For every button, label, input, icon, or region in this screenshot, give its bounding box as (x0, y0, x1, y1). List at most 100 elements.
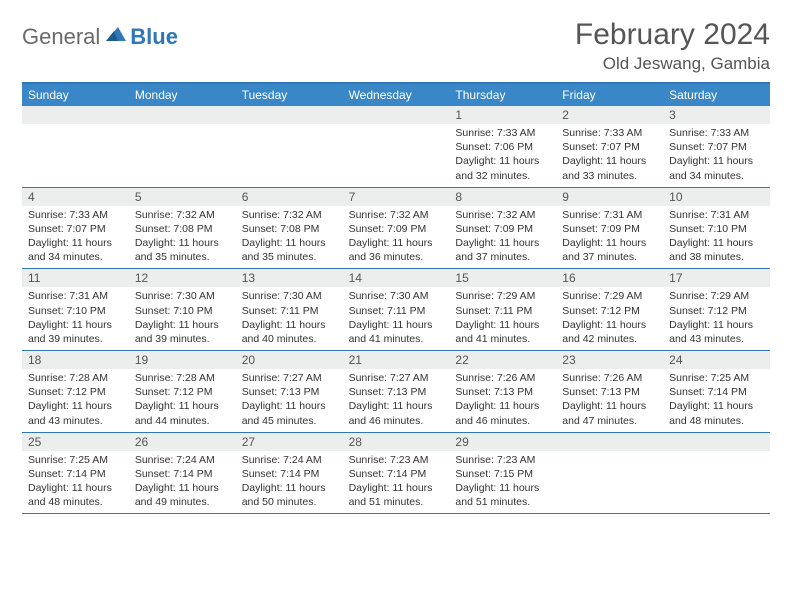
daylight-text: Daylight: 11 hours and 40 minutes. (242, 318, 337, 346)
day-number: 8 (449, 188, 556, 206)
sunset-text: Sunset: 7:12 PM (28, 385, 123, 399)
day-number: 7 (343, 188, 450, 206)
day-cell: 19Sunrise: 7:28 AMSunset: 7:12 PMDayligh… (129, 351, 236, 432)
sunrise-text: Sunrise: 7:28 AM (28, 371, 123, 385)
day-number: 17 (663, 269, 770, 287)
day-body: Sunrise: 7:24 AMSunset: 7:14 PMDaylight:… (129, 451, 236, 514)
day-body: Sunrise: 7:23 AMSunset: 7:15 PMDaylight:… (449, 451, 556, 514)
day-cell: 23Sunrise: 7:26 AMSunset: 7:13 PMDayligh… (556, 351, 663, 432)
day-body: Sunrise: 7:27 AMSunset: 7:13 PMDaylight:… (236, 369, 343, 432)
sunset-text: Sunset: 7:13 PM (562, 385, 657, 399)
day-number: 25 (22, 433, 129, 451)
day-number (236, 106, 343, 124)
sunset-text: Sunset: 7:06 PM (455, 140, 550, 154)
daylight-text: Daylight: 11 hours and 41 minutes. (349, 318, 444, 346)
sunset-text: Sunset: 7:10 PM (135, 304, 230, 318)
day-cell: 16Sunrise: 7:29 AMSunset: 7:12 PMDayligh… (556, 269, 663, 350)
logo: General Blue (22, 18, 178, 50)
sunrise-text: Sunrise: 7:29 AM (455, 289, 550, 303)
day-cell: 9Sunrise: 7:31 AMSunset: 7:09 PMDaylight… (556, 188, 663, 269)
day-body: Sunrise: 7:32 AMSunset: 7:08 PMDaylight:… (129, 206, 236, 269)
sunset-text: Sunset: 7:07 PM (562, 140, 657, 154)
sunrise-text: Sunrise: 7:24 AM (242, 453, 337, 467)
day-number: 21 (343, 351, 450, 369)
day-body: Sunrise: 7:24 AMSunset: 7:14 PMDaylight:… (236, 451, 343, 514)
day-cell: 8Sunrise: 7:32 AMSunset: 7:09 PMDaylight… (449, 188, 556, 269)
sunrise-text: Sunrise: 7:25 AM (28, 453, 123, 467)
sunset-text: Sunset: 7:13 PM (349, 385, 444, 399)
day-body: Sunrise: 7:31 AMSunset: 7:10 PMDaylight:… (22, 287, 129, 350)
day-number: 11 (22, 269, 129, 287)
day-cell: 18Sunrise: 7:28 AMSunset: 7:12 PMDayligh… (22, 351, 129, 432)
daylight-text: Daylight: 11 hours and 45 minutes. (242, 399, 337, 427)
sunrise-text: Sunrise: 7:32 AM (242, 208, 337, 222)
weekday-header: Thursday (449, 84, 556, 106)
day-cell: 2Sunrise: 7:33 AMSunset: 7:07 PMDaylight… (556, 106, 663, 187)
daylight-text: Daylight: 11 hours and 49 minutes. (135, 481, 230, 509)
sunrise-text: Sunrise: 7:27 AM (242, 371, 337, 385)
weekday-header: Wednesday (343, 84, 450, 106)
day-cell: 10Sunrise: 7:31 AMSunset: 7:10 PMDayligh… (663, 188, 770, 269)
sunset-text: Sunset: 7:08 PM (135, 222, 230, 236)
sunset-text: Sunset: 7:13 PM (455, 385, 550, 399)
sunset-text: Sunset: 7:15 PM (455, 467, 550, 481)
daylight-text: Daylight: 11 hours and 35 minutes. (242, 236, 337, 264)
sunrise-text: Sunrise: 7:23 AM (455, 453, 550, 467)
sunrise-text: Sunrise: 7:31 AM (562, 208, 657, 222)
day-body: Sunrise: 7:33 AMSunset: 7:07 PMDaylight:… (663, 124, 770, 187)
day-cell: 24Sunrise: 7:25 AMSunset: 7:14 PMDayligh… (663, 351, 770, 432)
day-number: 1 (449, 106, 556, 124)
day-number: 16 (556, 269, 663, 287)
day-cell: 14Sunrise: 7:30 AMSunset: 7:11 PMDayligh… (343, 269, 450, 350)
day-cell: 5Sunrise: 7:32 AMSunset: 7:08 PMDaylight… (129, 188, 236, 269)
weekday-header: Monday (129, 84, 236, 106)
day-body: Sunrise: 7:26 AMSunset: 7:13 PMDaylight:… (449, 369, 556, 432)
day-body: Sunrise: 7:31 AMSunset: 7:10 PMDaylight:… (663, 206, 770, 269)
sunrise-text: Sunrise: 7:33 AM (455, 126, 550, 140)
sunset-text: Sunset: 7:10 PM (28, 304, 123, 318)
day-cell: 13Sunrise: 7:30 AMSunset: 7:11 PMDayligh… (236, 269, 343, 350)
sunrise-text: Sunrise: 7:32 AM (349, 208, 444, 222)
day-cell: 27Sunrise: 7:24 AMSunset: 7:14 PMDayligh… (236, 433, 343, 514)
day-body: Sunrise: 7:30 AMSunset: 7:11 PMDaylight:… (343, 287, 450, 350)
day-body: Sunrise: 7:29 AMSunset: 7:12 PMDaylight:… (663, 287, 770, 350)
weekday-row: SundayMondayTuesdayWednesdayThursdayFrid… (22, 84, 770, 106)
day-body: Sunrise: 7:33 AMSunset: 7:06 PMDaylight:… (449, 124, 556, 187)
day-cell: 12Sunrise: 7:30 AMSunset: 7:10 PMDayligh… (129, 269, 236, 350)
location: Old Jeswang, Gambia (575, 54, 770, 74)
sunset-text: Sunset: 7:09 PM (562, 222, 657, 236)
day-number: 5 (129, 188, 236, 206)
day-cell: 22Sunrise: 7:26 AMSunset: 7:13 PMDayligh… (449, 351, 556, 432)
day-number: 22 (449, 351, 556, 369)
day-number: 6 (236, 188, 343, 206)
day-cell: 25Sunrise: 7:25 AMSunset: 7:14 PMDayligh… (22, 433, 129, 514)
daylight-text: Daylight: 11 hours and 39 minutes. (28, 318, 123, 346)
day-body: Sunrise: 7:32 AMSunset: 7:08 PMDaylight:… (236, 206, 343, 269)
sunset-text: Sunset: 7:14 PM (28, 467, 123, 481)
day-body: Sunrise: 7:27 AMSunset: 7:13 PMDaylight:… (343, 369, 450, 432)
daylight-text: Daylight: 11 hours and 35 minutes. (135, 236, 230, 264)
daylight-text: Daylight: 11 hours and 48 minutes. (28, 481, 123, 509)
sunset-text: Sunset: 7:12 PM (562, 304, 657, 318)
day-cell: 21Sunrise: 7:27 AMSunset: 7:13 PMDayligh… (343, 351, 450, 432)
sunset-text: Sunset: 7:14 PM (135, 467, 230, 481)
day-cell: 7Sunrise: 7:32 AMSunset: 7:09 PMDaylight… (343, 188, 450, 269)
day-number: 14 (343, 269, 450, 287)
day-number (663, 433, 770, 451)
day-body: Sunrise: 7:25 AMSunset: 7:14 PMDaylight:… (22, 451, 129, 514)
sunset-text: Sunset: 7:09 PM (455, 222, 550, 236)
day-number: 29 (449, 433, 556, 451)
daylight-text: Daylight: 11 hours and 44 minutes. (135, 399, 230, 427)
day-cell: 20Sunrise: 7:27 AMSunset: 7:13 PMDayligh… (236, 351, 343, 432)
day-cell (236, 106, 343, 187)
logo-text-blue: Blue (130, 24, 178, 50)
day-number: 24 (663, 351, 770, 369)
day-number (556, 433, 663, 451)
title-block: February 2024 Old Jeswang, Gambia (575, 18, 770, 74)
day-cell: 15Sunrise: 7:29 AMSunset: 7:11 PMDayligh… (449, 269, 556, 350)
week-row: 18Sunrise: 7:28 AMSunset: 7:12 PMDayligh… (22, 351, 770, 433)
day-body: Sunrise: 7:31 AMSunset: 7:09 PMDaylight:… (556, 206, 663, 269)
week-row: 11Sunrise: 7:31 AMSunset: 7:10 PMDayligh… (22, 269, 770, 351)
header: General Blue February 2024 Old Jeswang, … (22, 18, 770, 74)
day-cell: 29Sunrise: 7:23 AMSunset: 7:15 PMDayligh… (449, 433, 556, 514)
